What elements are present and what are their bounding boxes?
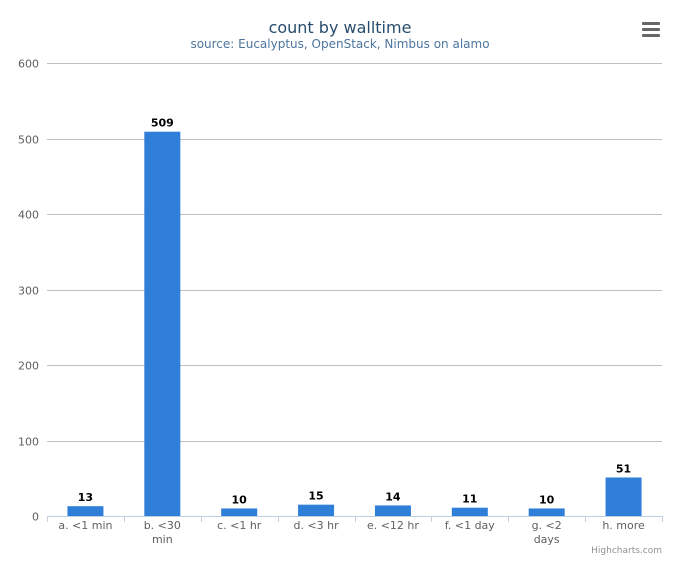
y-tick-label: 200 bbox=[18, 360, 39, 373]
chart-subtitle: source: Eucalyptus, OpenStack, Nimbus on… bbox=[190, 37, 489, 51]
chart-menu-button[interactable] bbox=[638, 18, 664, 40]
x-tick-label: b. <30 min bbox=[144, 519, 181, 546]
bar[interactable] bbox=[605, 477, 642, 516]
credits-link[interactable]: Highcharts.com bbox=[591, 546, 662, 556]
chart-title: count by walltime bbox=[269, 18, 412, 37]
data-label: 10 bbox=[539, 493, 555, 506]
y-tick-label: 300 bbox=[18, 285, 39, 298]
hamburger-menu-icon bbox=[642, 22, 660, 37]
bar[interactable] bbox=[298, 504, 335, 516]
x-tick-label: c. <1 hr bbox=[217, 519, 262, 532]
x-axis: a. <1 min b. <30 min c. <1 hr d. <3 hr e. <12… bbox=[47, 516, 663, 546]
data-label: 15 bbox=[308, 490, 323, 503]
y-axis-labels: 0 100 200 300 400 500 600 bbox=[18, 58, 39, 524]
bar[interactable] bbox=[144, 131, 181, 516]
x-tick-label: f. <1 day bbox=[445, 519, 496, 532]
bar[interactable] bbox=[374, 505, 411, 516]
bars bbox=[67, 131, 642, 516]
x-tick-label: h. more bbox=[602, 519, 645, 532]
y-tick-label: 600 bbox=[18, 58, 39, 71]
y-tick-label: 500 bbox=[18, 134, 39, 147]
data-label: 10 bbox=[232, 493, 248, 506]
bar[interactable] bbox=[221, 508, 258, 516]
bar[interactable] bbox=[528, 508, 565, 516]
x-tick-label: g. <2 days bbox=[532, 519, 562, 546]
data-label: 14 bbox=[385, 490, 401, 503]
data-label: 51 bbox=[616, 462, 631, 475]
data-label: 509 bbox=[151, 117, 174, 130]
grid-lines bbox=[47, 63, 662, 442]
bar[interactable] bbox=[451, 507, 488, 516]
y-tick-label: 0 bbox=[32, 511, 39, 524]
x-tick-label: a. <1 min bbox=[58, 519, 112, 532]
bar[interactable] bbox=[67, 506, 104, 516]
y-tick-label: 100 bbox=[18, 436, 39, 449]
y-tick-label: 400 bbox=[18, 209, 39, 222]
data-label: 13 bbox=[78, 491, 93, 504]
x-tick-label: d. <3 hr bbox=[293, 519, 339, 532]
x-tick-label: e. <12 hr bbox=[367, 519, 419, 532]
data-label: 11 bbox=[462, 493, 477, 506]
data-labels: 13 509 10 15 14 11 10 51 bbox=[78, 117, 631, 507]
